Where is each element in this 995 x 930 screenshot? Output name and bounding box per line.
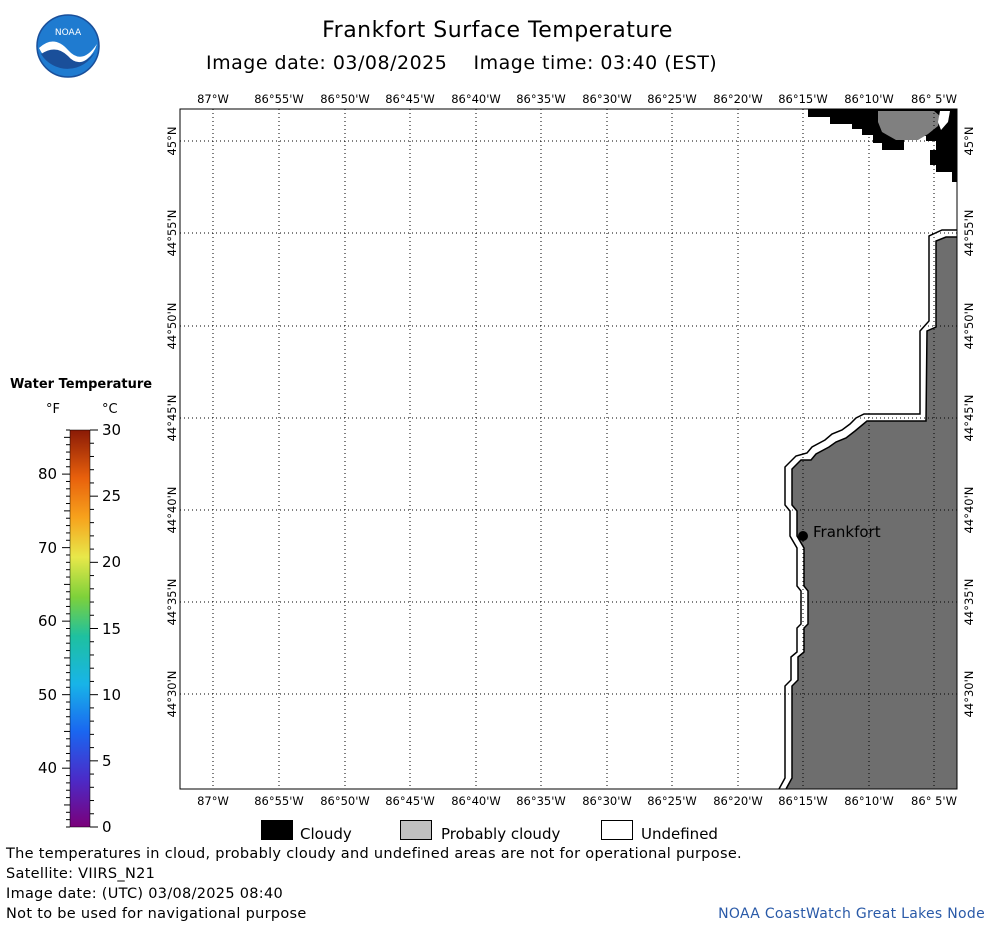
lon-tick-top: 86°35'W	[516, 92, 566, 106]
footer-note: The temperatures in cloud, probably clou…	[6, 846, 742, 862]
lon-tick-bottom: 87°W	[197, 794, 229, 808]
legend-f-label: 50	[38, 685, 58, 704]
legend-unit-c: °C	[102, 402, 118, 417]
undefined-patch	[938, 111, 950, 130]
lon-tick-bottom: 86°35'W	[516, 794, 566, 808]
lat-tick-left: 44°30'N	[165, 670, 179, 718]
image-date: Image date: 03/08/2025	[206, 52, 448, 74]
lon-tick-top: 86° 5'W	[911, 92, 957, 106]
lon-tick-bottom: 86°30'W	[582, 794, 632, 808]
footer-utc-date: Image date: (UTC) 03/08/2025 08:40	[6, 886, 284, 902]
lat-tick-left: 45°N	[165, 126, 179, 156]
key-swatch-undefined	[601, 820, 633, 840]
lon-tick-bottom: 86°45'W	[385, 794, 435, 808]
lon-tick-bottom: 86°10'W	[844, 794, 894, 808]
legend-c-label: 5	[102, 751, 112, 770]
map-title: Frankfort Surface Temperature	[322, 18, 673, 43]
footer-satellite: Satellite: VIIRS_N21	[6, 866, 156, 882]
legend-f-label: 80	[38, 465, 58, 484]
lat-tick-left: 44°35'N	[165, 578, 179, 626]
legend-f-label: 70	[38, 538, 58, 557]
lon-tick-bottom: 86°50'W	[320, 794, 370, 808]
shoreline	[779, 230, 957, 791]
lat-tick-left: 44°50'N	[165, 302, 179, 350]
lon-tick-bottom: 86°20'W	[713, 794, 763, 808]
lon-tick-top: 86°15'W	[778, 92, 828, 106]
image-datetime: Image date: 03/08/2025 Image time: 03:40…	[206, 52, 717, 74]
lat-tick-right: 44°30'N	[962, 670, 976, 718]
legend-c-label: 30	[102, 421, 122, 439]
temperature-colorbar	[62, 429, 98, 828]
map-frame	[179, 108, 958, 790]
legend-unit-f: °F	[46, 402, 60, 417]
footer-nav-warning: Not to be used for navigational purpose	[6, 906, 307, 922]
noaa-logo: NOAA	[36, 14, 100, 78]
lat-tick-right: 45°N	[962, 126, 976, 156]
lon-tick-top: 86°45'W	[385, 92, 435, 106]
legend-f-label: 60	[38, 612, 58, 631]
lat-tick-right: 44°35'N	[962, 578, 976, 626]
lon-tick-top: 86°20'W	[713, 92, 763, 106]
lat-tick-left: 44°55'N	[165, 209, 179, 257]
lon-tick-top: 86°25'W	[647, 92, 697, 106]
lat-tick-right: 44°55'N	[962, 209, 976, 257]
key-label: Cloudy	[300, 825, 352, 843]
lat-tick-right: 44°45'N	[962, 394, 976, 442]
graticule	[180, 109, 957, 789]
key-label: Undefined	[641, 825, 718, 843]
lon-tick-bottom: 86°15'W	[778, 794, 828, 808]
probably-cloudy-area	[878, 111, 940, 140]
key-swatch-probably-cloudy	[400, 820, 432, 840]
frankfort-marker	[798, 531, 808, 541]
lon-tick-bottom: 86°25'W	[647, 794, 697, 808]
legend-c-label: 15	[102, 619, 122, 638]
lon-tick-top: 87°W	[197, 92, 229, 106]
lon-tick-top: 86°40'W	[451, 92, 501, 106]
shoreline-outline-outer	[778, 229, 957, 790]
lon-tick-top: 86°55'W	[254, 92, 304, 106]
lat-tick-left: 44°45'N	[165, 394, 179, 442]
lat-tick-left: 44°40'N	[165, 486, 179, 534]
image-time: Image time: 03:40 (EST)	[473, 52, 718, 74]
key-label: Probably cloudy	[441, 825, 561, 843]
lon-tick-top: 86°50'W	[320, 92, 370, 106]
frankfort-label: Frankfort	[813, 523, 881, 541]
lat-tick-right: 44°50'N	[962, 302, 976, 350]
legend-c-label: 0	[102, 818, 112, 836]
logo-text: NOAA	[55, 28, 82, 38]
land-region	[786, 237, 957, 789]
lon-tick-bottom: 86° 5'W	[911, 794, 957, 808]
lat-tick-right: 44°40'N	[962, 486, 976, 534]
legend-c-label: 20	[102, 553, 122, 572]
key-swatch-cloudy	[261, 820, 293, 840]
legend-f-label: 40	[38, 759, 58, 778]
lon-tick-top: 86°10'W	[844, 92, 894, 106]
footer-credit: NOAA CoastWatch Great Lakes Node	[718, 906, 985, 922]
lon-tick-bottom: 86°40'W	[451, 794, 501, 808]
legend-c-label: 10	[102, 685, 122, 704]
legend-title: Water Temperature	[10, 377, 153, 392]
legend-c-label: 25	[102, 487, 122, 506]
lon-tick-top: 86°30'W	[582, 92, 632, 106]
shoreline-outline	[785, 236, 957, 790]
lon-tick-bottom: 86°55'W	[254, 794, 304, 808]
